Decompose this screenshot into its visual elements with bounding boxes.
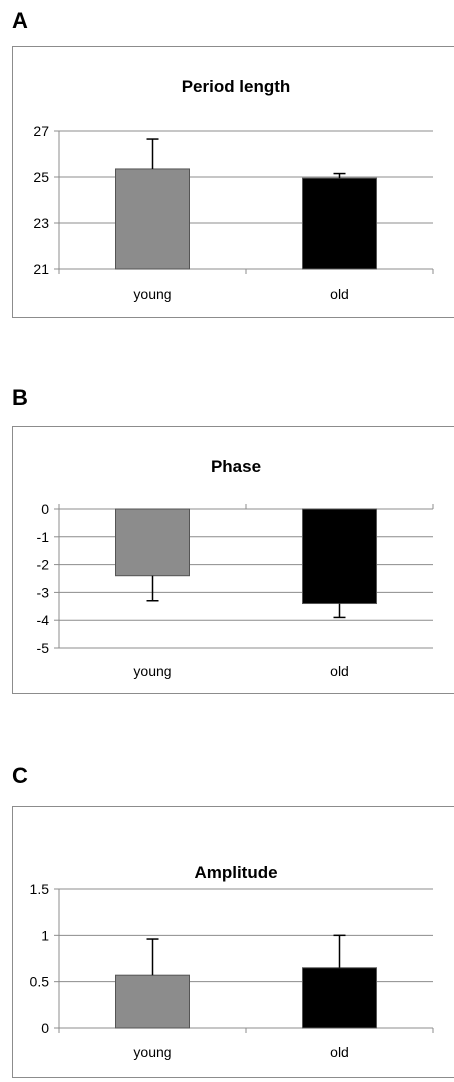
y-tick-label: 23 — [33, 215, 49, 231]
bar-old — [302, 508, 377, 605]
x-category-label: young — [133, 1044, 171, 1060]
chart-title: Amplitude — [194, 863, 277, 882]
chart-title: Period length — [182, 77, 291, 96]
chart-title: Phase — [211, 457, 261, 476]
y-tick-label: -3 — [37, 584, 50, 600]
y-tick-label: -2 — [37, 557, 50, 573]
chart-panel-c: Amplitude 0 0.5 1 1.5 young old — [12, 806, 454, 1078]
x-category-label: young — [133, 663, 171, 679]
x-category-label: old — [330, 663, 349, 679]
y-tick-label: 21 — [33, 261, 49, 277]
y-tick-label: 27 — [33, 123, 49, 139]
y-tick-label: -5 — [37, 640, 50, 656]
amplitude-chart: Amplitude 0 0.5 1 1.5 young old — [30, 863, 434, 1060]
y-tick-label: 1 — [41, 927, 49, 943]
y-tick-label: 0 — [41, 1020, 49, 1036]
chart-panel-b: Phase 0 -1 -2 -3 -4 -5 young old — [12, 426, 454, 694]
x-category-label: young — [133, 286, 171, 302]
bar-young — [115, 508, 190, 577]
panel-letter-c: C — [12, 763, 28, 788]
y-tick-label: -1 — [37, 529, 50, 545]
bar-young — [115, 168, 190, 270]
y-tick-label: 1.5 — [30, 881, 50, 897]
chart-panel-a: Period length 21 23 25 27 young old — [12, 46, 454, 318]
panel-letter-a: A — [12, 8, 28, 33]
x-category-label: old — [330, 286, 349, 302]
y-tick-label: 25 — [33, 169, 49, 185]
y-tick-label: 0.5 — [30, 974, 50, 990]
y-tick-label: -4 — [37, 612, 50, 628]
panel-letter-b: B — [12, 385, 28, 410]
phase-chart: Phase 0 -1 -2 -3 -4 -5 young old — [37, 457, 434, 679]
y-tick-label: 0 — [41, 501, 49, 517]
bar-old — [302, 967, 377, 1029]
bar-young — [115, 974, 190, 1029]
period-length-chart: Period length 21 23 25 27 young old — [33, 77, 434, 302]
x-category-label: old — [330, 1044, 349, 1060]
bar-old — [302, 177, 377, 270]
